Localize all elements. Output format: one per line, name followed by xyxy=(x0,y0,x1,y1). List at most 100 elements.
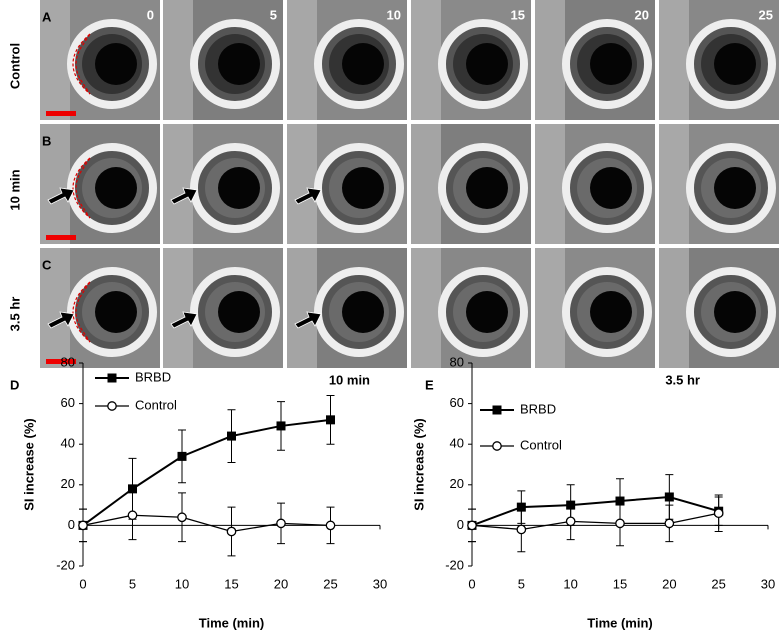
pupil xyxy=(342,43,384,85)
pupil xyxy=(218,291,260,333)
x-tick-label: 0 xyxy=(468,576,475,591)
legend-label: Control xyxy=(135,397,177,412)
legend-marker xyxy=(492,405,502,415)
panel-letter: A xyxy=(42,9,52,24)
panel-letter: D xyxy=(10,377,19,392)
pupil xyxy=(342,291,384,333)
legend-label: Control xyxy=(520,437,562,452)
tissue xyxy=(163,124,193,244)
legend-marker xyxy=(107,401,117,411)
data-point xyxy=(78,520,88,531)
pupil xyxy=(590,43,632,85)
y-tick-label: 40 xyxy=(61,436,75,451)
tissue xyxy=(411,248,441,368)
scale-bar xyxy=(46,359,76,364)
data-point xyxy=(276,421,286,431)
mri-image xyxy=(411,248,531,368)
tissue xyxy=(163,248,193,368)
arrow xyxy=(47,187,75,205)
pupil xyxy=(218,167,260,209)
x-tick-label: 5 xyxy=(518,576,525,591)
data-point xyxy=(326,415,335,425)
tissue xyxy=(287,248,317,368)
time-label: 15 xyxy=(511,7,525,22)
x-tick-label: 20 xyxy=(662,576,676,591)
tissue xyxy=(659,248,689,368)
y-tick-label: -20 xyxy=(56,557,75,572)
y-tick-label: 20 xyxy=(450,476,464,491)
mri-image xyxy=(411,0,531,120)
data-point xyxy=(227,431,236,441)
data-point xyxy=(664,518,675,529)
row-label: 3.5 hr xyxy=(7,297,22,332)
series-line xyxy=(471,512,719,531)
pupil xyxy=(342,167,384,209)
tissue xyxy=(659,0,689,120)
y-axis-title: SI increase (%) xyxy=(411,418,426,511)
tissue xyxy=(535,248,565,368)
legend-marker xyxy=(492,441,502,451)
arrow xyxy=(170,311,198,329)
x-tick-label: 25 xyxy=(711,576,725,591)
mri-image xyxy=(287,248,407,368)
x-axis-title: Time (min) xyxy=(587,615,653,630)
y-tick-label: 60 xyxy=(61,395,75,410)
tissue xyxy=(535,124,565,244)
y-tick-label: 0 xyxy=(68,517,75,532)
mri-image xyxy=(411,124,531,244)
mri-image xyxy=(40,248,160,368)
y-tick-label: 40 xyxy=(450,436,464,451)
tissue xyxy=(163,0,193,120)
tissue xyxy=(287,0,317,120)
y-tick-label: 20 xyxy=(61,476,75,491)
x-tick-label: 15 xyxy=(613,576,627,591)
data-point xyxy=(226,526,237,537)
mri-image xyxy=(535,0,655,120)
y-axis-title: SI increase (%) xyxy=(21,418,36,511)
x-tick-label: 25 xyxy=(323,576,337,591)
scale-bar xyxy=(46,111,76,116)
pupil xyxy=(590,167,632,209)
mri-image xyxy=(287,0,407,120)
pupil xyxy=(95,291,137,333)
data-point xyxy=(565,516,576,527)
mri-image xyxy=(659,0,779,120)
pupil xyxy=(218,43,260,85)
panel-letter: C xyxy=(42,257,52,272)
data-point xyxy=(467,520,477,531)
tissue xyxy=(535,0,565,120)
y-tick-label: 60 xyxy=(450,395,464,410)
y-tick-label: -20 xyxy=(445,557,464,572)
arrow xyxy=(294,311,322,329)
data-point xyxy=(177,451,187,461)
pupil xyxy=(95,43,137,85)
time-label: 0 xyxy=(147,7,154,22)
y-tick-label: 80 xyxy=(61,354,75,369)
data-point xyxy=(615,518,625,529)
pupil xyxy=(590,291,632,333)
tissue xyxy=(40,248,70,368)
data-point xyxy=(713,508,724,519)
arrow xyxy=(47,311,75,329)
mri-image xyxy=(163,0,283,120)
row-label: Control xyxy=(7,43,22,89)
tissue xyxy=(659,124,689,244)
data-point xyxy=(128,484,137,494)
y-tick-label: 80 xyxy=(450,354,464,369)
tissue xyxy=(40,124,70,244)
time-label: 20 xyxy=(635,7,649,22)
pupil xyxy=(466,291,508,333)
mri-image xyxy=(287,124,407,244)
chart-title: 3.5 hr xyxy=(665,372,700,387)
mri-image xyxy=(659,124,779,244)
time-label: 10 xyxy=(387,7,401,22)
series-line xyxy=(471,495,719,527)
data-point xyxy=(177,512,187,523)
time-label: 25 xyxy=(759,7,773,22)
row-label: 10 min xyxy=(7,169,22,210)
legend-label: BRBD xyxy=(135,369,171,384)
legend-label: BRBD xyxy=(520,401,556,416)
mri-image xyxy=(40,0,160,120)
tissue xyxy=(40,0,70,120)
